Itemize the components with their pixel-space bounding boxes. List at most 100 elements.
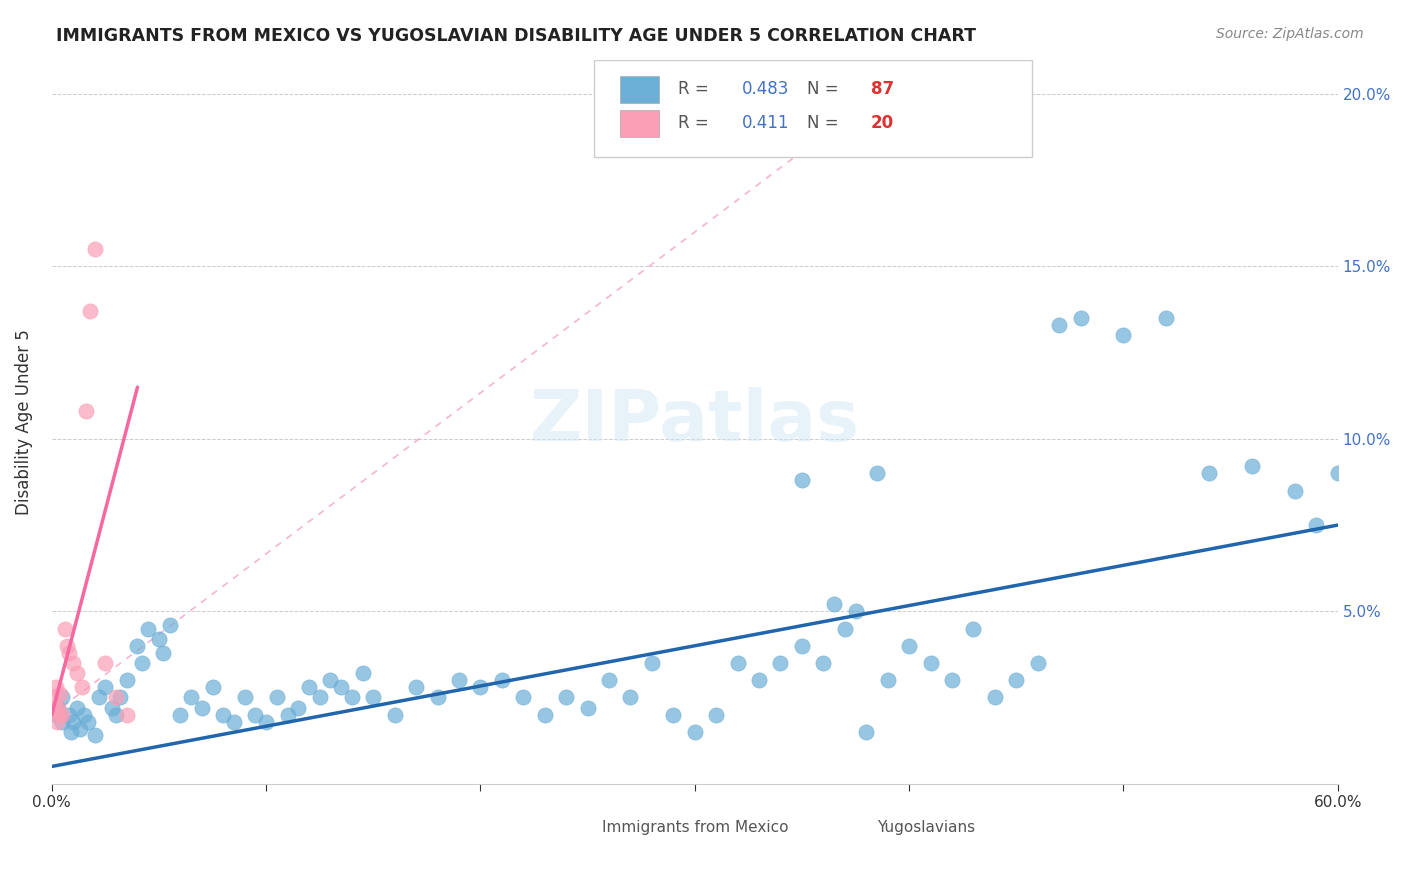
Point xyxy=(87,690,110,705)
Text: ZIPatlas: ZIPatlas xyxy=(530,387,860,456)
Point xyxy=(105,707,128,722)
Point xyxy=(110,690,132,705)
Point xyxy=(352,666,374,681)
Point xyxy=(148,632,170,646)
Point xyxy=(201,680,224,694)
Point xyxy=(598,673,620,688)
Point xyxy=(984,690,1007,705)
Point xyxy=(62,714,84,729)
Point xyxy=(790,473,813,487)
Point xyxy=(254,714,277,729)
Point xyxy=(66,701,89,715)
Point xyxy=(55,639,77,653)
Y-axis label: Disability Age Under 5: Disability Age Under 5 xyxy=(15,329,32,515)
Text: R =: R = xyxy=(678,114,709,132)
Point xyxy=(46,701,69,715)
Point xyxy=(105,690,128,705)
Point xyxy=(748,673,770,688)
Point xyxy=(51,714,73,729)
Point xyxy=(48,707,70,722)
Point xyxy=(866,467,889,481)
Point xyxy=(662,707,685,722)
FancyBboxPatch shape xyxy=(620,76,659,103)
Point xyxy=(51,707,73,722)
Point xyxy=(533,707,555,722)
Point xyxy=(46,714,69,729)
Point xyxy=(58,646,80,660)
Point xyxy=(555,690,578,705)
Text: Immigrants from Mexico: Immigrants from Mexico xyxy=(602,820,787,835)
Point xyxy=(1284,483,1306,498)
Text: N =: N = xyxy=(807,114,838,132)
Point xyxy=(83,728,105,742)
Point xyxy=(1326,467,1348,481)
Point xyxy=(152,646,174,660)
Point xyxy=(1305,518,1327,533)
Point xyxy=(962,622,984,636)
Point xyxy=(491,673,513,688)
Point xyxy=(100,701,122,715)
Point xyxy=(405,680,427,694)
Point xyxy=(308,690,330,705)
Point xyxy=(426,690,449,705)
Point xyxy=(512,690,534,705)
Point xyxy=(73,707,96,722)
Point xyxy=(62,656,84,670)
Text: IMMIGRANTS FROM MEXICO VS YUGOSLAVIAN DISABILITY AGE UNDER 5 CORRELATION CHART: IMMIGRANTS FROM MEXICO VS YUGOSLAVIAN DI… xyxy=(56,27,976,45)
Point xyxy=(75,404,97,418)
Point xyxy=(58,707,80,722)
Point xyxy=(844,604,866,618)
Point xyxy=(920,656,942,670)
Point xyxy=(641,656,664,670)
Point xyxy=(191,701,214,715)
Point xyxy=(42,690,65,705)
Point xyxy=(1047,318,1070,332)
Text: 87: 87 xyxy=(870,80,894,98)
Point xyxy=(941,673,963,688)
Point xyxy=(46,701,69,715)
Point xyxy=(70,680,93,694)
Point xyxy=(276,707,298,722)
Point xyxy=(1026,656,1049,670)
Point xyxy=(813,656,835,670)
Point xyxy=(136,622,159,636)
Point xyxy=(384,707,406,722)
Point xyxy=(44,701,66,715)
Point xyxy=(1198,467,1220,481)
Point xyxy=(49,687,72,701)
Point xyxy=(769,656,792,670)
Point xyxy=(1005,673,1028,688)
Point xyxy=(53,622,76,636)
Point xyxy=(287,701,309,715)
Point xyxy=(470,680,492,694)
Point xyxy=(823,598,845,612)
Point xyxy=(340,690,363,705)
Point xyxy=(66,666,89,681)
Point xyxy=(115,707,138,722)
Point xyxy=(1070,311,1092,326)
Point xyxy=(45,707,67,722)
FancyBboxPatch shape xyxy=(510,816,543,837)
FancyBboxPatch shape xyxy=(620,110,659,137)
Point xyxy=(683,725,706,739)
Text: Yugoslavians: Yugoslavians xyxy=(877,820,976,835)
Point xyxy=(169,707,191,722)
Text: Source: ZipAtlas.com: Source: ZipAtlas.com xyxy=(1216,27,1364,41)
Point xyxy=(898,639,921,653)
Point xyxy=(212,707,235,722)
Point xyxy=(159,618,181,632)
Point xyxy=(77,714,100,729)
Point xyxy=(319,673,342,688)
Point xyxy=(876,673,898,688)
Point xyxy=(1112,328,1135,343)
Point xyxy=(361,690,384,705)
Point xyxy=(94,656,117,670)
Point xyxy=(60,725,83,739)
Point xyxy=(727,656,749,670)
FancyBboxPatch shape xyxy=(855,816,887,837)
Point xyxy=(127,639,149,653)
Point xyxy=(131,656,153,670)
Point xyxy=(83,242,105,256)
Text: 0.483: 0.483 xyxy=(742,80,790,98)
Text: N =: N = xyxy=(807,80,838,98)
